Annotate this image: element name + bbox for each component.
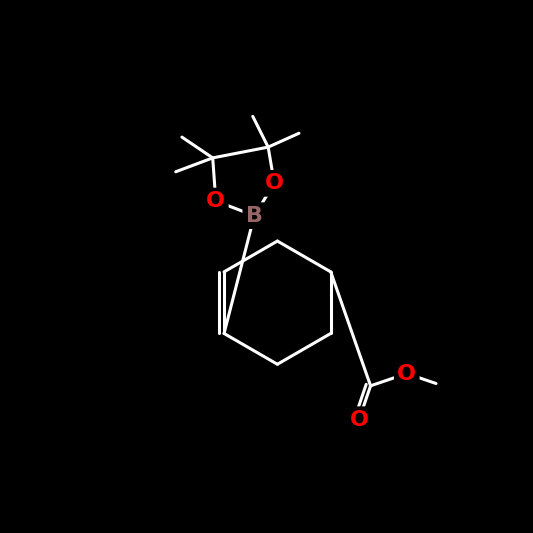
- Text: O: O: [397, 364, 416, 384]
- Text: O: O: [265, 173, 284, 193]
- Text: O: O: [350, 410, 368, 430]
- Text: O: O: [206, 191, 225, 211]
- Text: B: B: [246, 206, 263, 225]
